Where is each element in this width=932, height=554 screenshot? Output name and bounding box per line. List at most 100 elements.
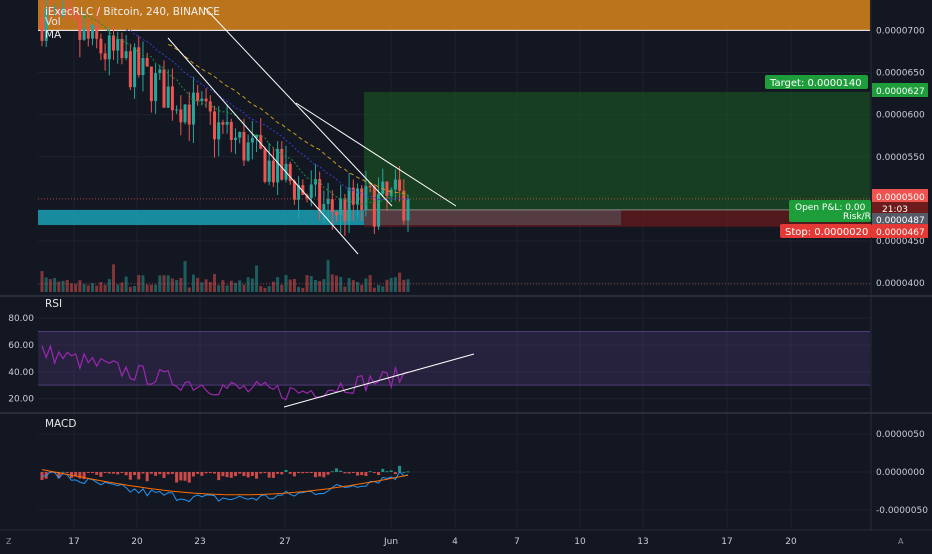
- entry-price-box: [872, 213, 928, 226]
- candle-body: [204, 98, 208, 102]
- macd-signal-line: [41, 469, 409, 496]
- macd-histogram-bar: [292, 472, 296, 477]
- macd-histogram-bar: [393, 472, 397, 475]
- macd-histogram-bar: [381, 468, 385, 472]
- ma-indicator-label[interactable]: MA: [45, 29, 62, 41]
- candle-body: [330, 199, 334, 213]
- price-axis[interactable]: 0.0000700 0.0000650 0.0000600 0.0000550 0.00…: [876, 26, 925, 289]
- auto-scale-button[interactable]: A: [898, 537, 904, 546]
- target-label-group[interactable]: Target: 0.0000140: [765, 75, 868, 89]
- candle-body: [402, 190, 406, 221]
- macd-histogram-bar: [212, 472, 216, 474]
- volume-bar: [212, 274, 216, 292]
- rsi-axis: 80.00 60.00 40.00 20.00: [8, 314, 34, 404]
- candle-body: [288, 163, 292, 181]
- volume-bar: [69, 283, 73, 292]
- macd-pane: [38, 433, 870, 511]
- volume-bar: [137, 275, 141, 292]
- macd-histogram-bar: [95, 472, 99, 475]
- macd-histogram-bar: [246, 472, 250, 478]
- candle-body: [292, 180, 296, 200]
- time-axis[interactable]: 17 20 23 27 Jun 4 7 10 13 17 20: [68, 537, 797, 547]
- volume-bar: [364, 278, 368, 292]
- macd-tick-label: 0.0000050: [876, 430, 925, 440]
- volume-bar: [360, 284, 364, 292]
- trendline-resistance[interactable]: [295, 102, 457, 207]
- candle-body: [208, 101, 212, 112]
- macd-histogram-bar: [208, 472, 212, 474]
- candle-body: [297, 185, 301, 200]
- stop-price-text: 0.0000467: [876, 228, 925, 238]
- stop-label-group[interactable]: Stop: 0.0000020: [780, 224, 872, 238]
- macd-histogram-bar: [234, 472, 238, 477]
- candle-body: [128, 51, 132, 88]
- rsi-indicator-label[interactable]: RSI: [45, 298, 62, 310]
- candle-body: [229, 121, 233, 140]
- volume-bar: [107, 279, 111, 292]
- volume-bar: [183, 261, 187, 292]
- macd-histogram-bar: [255, 472, 259, 479]
- rsi-line: [41, 344, 409, 401]
- trendline-upper[interactable]: [204, 7, 393, 207]
- candle-body: [90, 24, 94, 39]
- volume-bar: [208, 282, 212, 292]
- timezone-button[interactable]: Z: [6, 537, 12, 546]
- volume-bar: [74, 283, 78, 292]
- candle-body: [82, 28, 86, 40]
- volume-bar: [339, 276, 343, 292]
- macd-histogram-bar: [242, 472, 246, 477]
- macd-histogram-bar: [120, 472, 124, 473]
- volume-bar: [356, 281, 360, 292]
- candle-body: [166, 86, 170, 108]
- price-tick-label: 0.0000600: [876, 111, 925, 121]
- drawings[interactable]: [167, 7, 457, 255]
- candle-body: [107, 35, 111, 60]
- macd-histogram-bar: [301, 472, 305, 474]
- candle-body: [137, 47, 141, 76]
- symbol-title[interactable]: iExecRLC / Bitcoin, 240, BINANCE: [45, 6, 220, 18]
- macd-histogram-bar: [276, 472, 280, 474]
- candle-body: [53, 8, 57, 10]
- candle-body: [86, 28, 90, 39]
- volume-bar: [200, 282, 204, 292]
- time-label: 17: [68, 537, 79, 547]
- volume-bar: [372, 287, 376, 292]
- rsi-trendline[interactable]: [283, 353, 475, 408]
- trendline-lower[interactable]: [167, 37, 359, 255]
- stop-label-box: [780, 224, 872, 238]
- candle-body: [238, 132, 242, 138]
- macd-axis[interactable]: 0.0000050 0.0000000 -0.0000050: [876, 430, 928, 516]
- candle-body: [339, 198, 343, 216]
- open-pnl-label-group[interactable]: Open P&L: 0.00 Risk/R: [789, 200, 871, 222]
- candle-body: [343, 198, 347, 222]
- time-label: 7: [514, 537, 520, 547]
- volume-bar: [170, 278, 174, 292]
- macd-histogram-bar: [162, 472, 166, 478]
- volume-bar: [326, 260, 330, 292]
- volume-bar: [402, 279, 406, 292]
- volume-bar: [133, 285, 137, 292]
- volume-bar: [166, 275, 170, 292]
- volume-bar: [343, 286, 347, 292]
- volume-bar: [276, 277, 280, 292]
- stop-zone[interactable]: [364, 209, 870, 227]
- candle-body: [200, 98, 204, 102]
- candle-body: [351, 187, 355, 205]
- volume-bar: [86, 285, 90, 292]
- macd-histogram-bar: [166, 472, 170, 475]
- macd-histogram-bar: [334, 468, 338, 472]
- macd-histogram-bar: [402, 471, 406, 473]
- macd-histogram-bar: [229, 472, 233, 478]
- candle-body: [250, 137, 254, 143]
- target-zone[interactable]: [364, 91, 870, 210]
- candle-body: [103, 53, 107, 60]
- candles: [40, 0, 410, 236]
- volume-bar: [61, 280, 65, 292]
- volume-bar: [78, 280, 82, 292]
- macd-indicator-label[interactable]: MACD: [45, 418, 76, 430]
- vol-indicator-label[interactable]: Vol: [45, 16, 61, 28]
- macd-histogram-bar: [259, 472, 263, 474]
- volume-bar: [330, 274, 334, 292]
- macd-histogram-bar: [288, 472, 292, 474]
- target-price-text: 0.0000627: [876, 87, 925, 97]
